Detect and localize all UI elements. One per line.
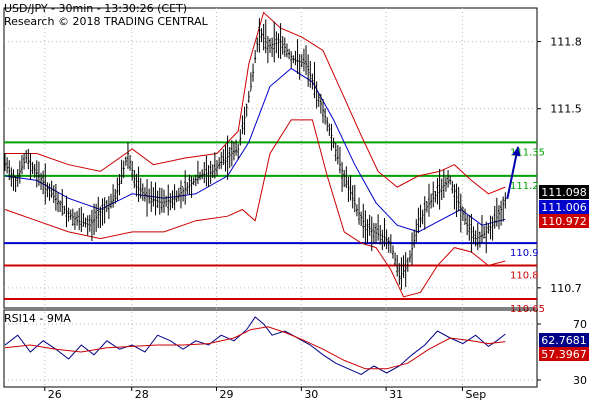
rsi-axis: 30 70 bbox=[537, 318, 587, 387]
level-label: 110.9 bbox=[510, 248, 539, 259]
price-panel bbox=[3, 7, 538, 309]
x-axis: 26 28 29 30 31 Sep bbox=[44, 387, 486, 400]
price-box bbox=[539, 185, 589, 199]
x-tick-label: 28 bbox=[135, 388, 149, 400]
copyright-text: Research © 2018 TRADING CENTRAL bbox=[4, 15, 209, 28]
price-box-label: 110.972 bbox=[541, 215, 587, 228]
rsi-tick-label: 30 bbox=[573, 374, 587, 387]
moving-average-line bbox=[4, 67, 506, 233]
rsi-tick-label: 70 bbox=[573, 318, 587, 331]
level-label: 111.2 bbox=[510, 181, 539, 192]
price-tick-label: 111.5 bbox=[550, 103, 582, 116]
x-tick-label: 30 bbox=[304, 388, 318, 400]
x-tick-label: 26 bbox=[48, 388, 62, 400]
price-series bbox=[4, 11, 521, 298]
level-label: 110.8 bbox=[510, 270, 539, 281]
price-box bbox=[539, 214, 589, 228]
price-axis: 110.7 111.5 111.8 bbox=[537, 36, 582, 295]
rsi-line bbox=[4, 316, 506, 375]
price-grid bbox=[4, 8, 537, 387]
rsi-value-label: 57.3967 bbox=[541, 348, 587, 361]
price-tick-label: 110.7 bbox=[550, 282, 582, 295]
price-box-label: 111.006 bbox=[541, 201, 587, 214]
rsi-value-box bbox=[539, 347, 589, 361]
rsi-panel bbox=[3, 309, 538, 388]
x-tick-label: 29 bbox=[220, 388, 234, 400]
forecast-arrow-head bbox=[511, 146, 521, 157]
rsi-series bbox=[4, 316, 506, 375]
bollinger-upper-line bbox=[5, 11, 506, 195]
level-label: 111.35 bbox=[510, 147, 545, 158]
x-tick-label: Sep bbox=[465, 388, 486, 400]
price-box bbox=[539, 200, 589, 214]
rsi-value-box bbox=[539, 333, 589, 347]
rsi-ma-line bbox=[4, 326, 506, 370]
rsi-value-label: 62.7681 bbox=[541, 334, 587, 347]
price-box-label: 111.098 bbox=[541, 186, 587, 199]
rsi-title: RSI14 - 9MA bbox=[4, 312, 71, 325]
x-tick-label: 31 bbox=[389, 388, 403, 400]
price-tick-label: 111.8 bbox=[550, 36, 582, 49]
rsi-grid bbox=[4, 323, 537, 381]
bollinger-lower-line bbox=[4, 119, 506, 298]
